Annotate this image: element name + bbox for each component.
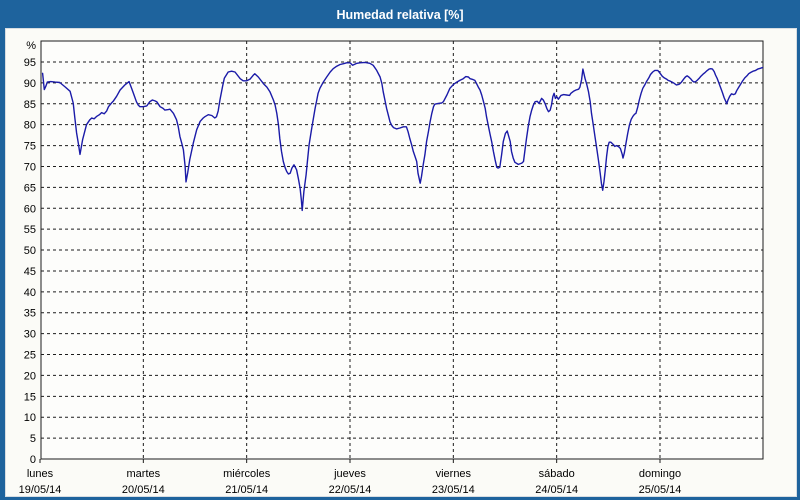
- x-day-label-jueves: jueves: [333, 468, 366, 480]
- y-tick-label-20: 20: [24, 370, 36, 382]
- x-date-label-domingo: 25/05/14: [639, 484, 682, 496]
- horizontal-gridlines: [41, 61, 763, 439]
- y-tick-label-65: 65: [24, 182, 36, 194]
- x-day-label-domingo: domingo: [639, 468, 681, 480]
- title-bar: [0, 0, 800, 28]
- y-axis-unit-label: %: [26, 40, 36, 52]
- x-date-label-jueves: 22/05/14: [329, 484, 372, 496]
- x-day-label-lunes: lunes: [27, 468, 54, 480]
- x-date-label-sábado: 24/05/14: [535, 484, 578, 496]
- y-tick-label-95: 95: [24, 57, 36, 69]
- y-tick-label-25: 25: [24, 350, 36, 362]
- y-tick-label-45: 45: [24, 266, 36, 278]
- y-tick-label-30: 30: [24, 329, 36, 341]
- x-axis-ticks: [39, 459, 661, 463]
- x-day-label-miércoles: miércoles: [223, 468, 271, 480]
- y-tick-label-50: 50: [24, 245, 36, 257]
- x-date-label-lunes: 19/05/14: [19, 484, 62, 496]
- x-date-label-miércoles: 21/05/14: [225, 484, 268, 496]
- y-tick-label-40: 40: [24, 287, 36, 299]
- x-axis-labels: lunes 19/05/14 martes 20/05/14 miércoles 21/0…: [19, 468, 682, 496]
- y-tick-label-55: 55: [24, 224, 36, 236]
- x-date-label-viernes: 23/05/14: [432, 484, 475, 496]
- x-day-label-martes: martes: [127, 468, 161, 480]
- y-axis-labels: 0 5 10 15 20 25 30 35 40 45 50 55 60 65 70 75 80 85 90 95: [24, 57, 36, 466]
- y-tick-label-85: 85: [24, 99, 36, 111]
- x-day-label-sábado: sábado: [539, 468, 575, 480]
- chart-title: Humedad relativa [%]: [336, 8, 463, 22]
- y-tick-label-80: 80: [24, 120, 36, 132]
- vertical-gridlines: [142, 41, 661, 459]
- y-tick-label-60: 60: [24, 203, 36, 215]
- y-tick-label-75: 75: [24, 141, 36, 153]
- y-tick-label-70: 70: [24, 161, 36, 173]
- y-tick-label-35: 35: [24, 308, 36, 320]
- y-tick-label-15: 15: [24, 391, 36, 403]
- x-day-label-viernes: viernes: [436, 468, 472, 480]
- y-tick-label-0: 0: [30, 454, 36, 466]
- humidity-series-line: [41, 61, 763, 212]
- y-tick-label-90: 90: [24, 78, 36, 90]
- x-date-label-martes: 20/05/14: [122, 484, 165, 496]
- y-tick-label-10: 10: [24, 412, 36, 424]
- y-tick-label-5: 5: [30, 433, 36, 445]
